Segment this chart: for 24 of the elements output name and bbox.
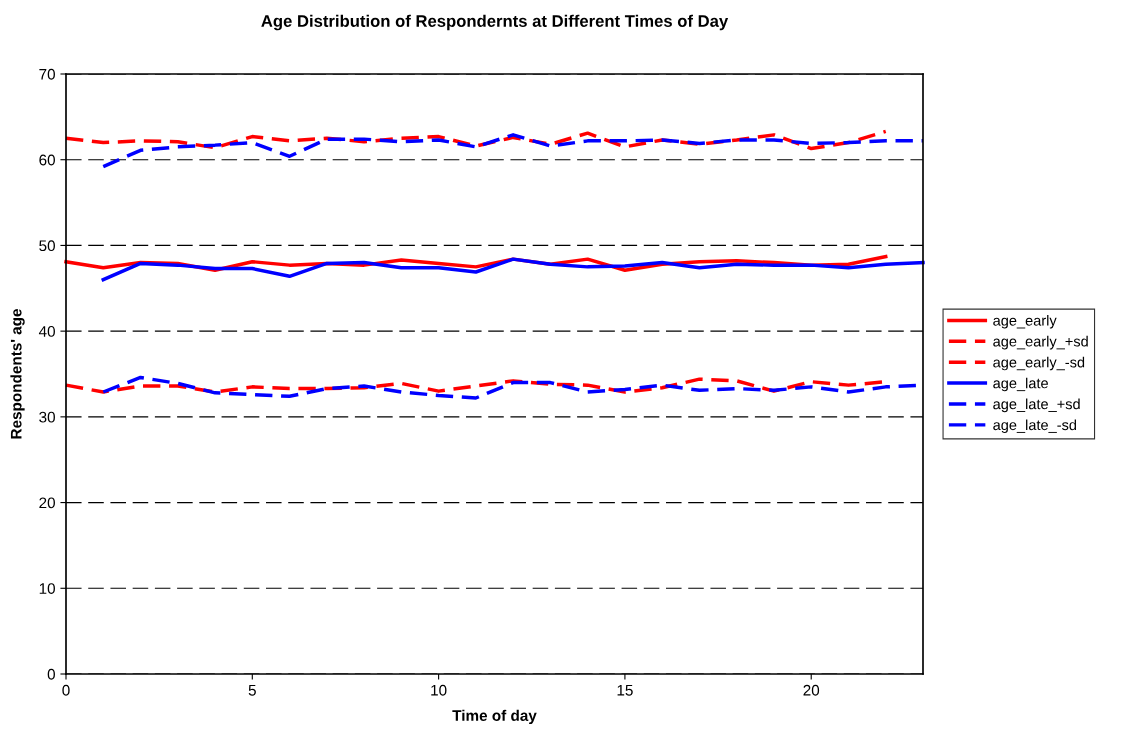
legend-label: age_early bbox=[993, 314, 1057, 329]
legend-label: age_late bbox=[993, 377, 1048, 392]
y-tick-label: 30 bbox=[39, 411, 55, 423]
line-series bbox=[101, 257, 925, 282]
legend-label: age_early_-sd bbox=[993, 356, 1085, 371]
x-tick-label: 0 bbox=[62, 684, 70, 696]
y-tick-label: 40 bbox=[38, 326, 55, 337]
x-tick-label: 15 bbox=[617, 684, 633, 696]
legend-label: age_late_-sd bbox=[993, 419, 1077, 434]
y-tick-label: 0 bbox=[47, 668, 55, 680]
y-tick-label: 20 bbox=[39, 497, 55, 509]
x-tick-label: 5 bbox=[248, 684, 256, 696]
y-tick-label: 70 bbox=[39, 68, 55, 80]
line-series bbox=[64, 129, 888, 151]
y-tick-label: 10 bbox=[39, 583, 55, 594]
chart-title: Age Distribution of Respondernts at Different Times of Day bbox=[261, 14, 729, 31]
x-tick-label: 10 bbox=[431, 684, 447, 696]
y-axis-title: Respondents' age bbox=[10, 309, 25, 439]
y-tick-label: 50 bbox=[39, 240, 55, 252]
y-tick-label: 60 bbox=[39, 154, 55, 166]
legend-label: age_early_+sd bbox=[993, 335, 1088, 350]
legend-label: age_late_+sd bbox=[993, 398, 1080, 413]
x-axis-title: Time of day bbox=[452, 709, 537, 725]
x-tick-label: 20 bbox=[803, 684, 820, 696]
